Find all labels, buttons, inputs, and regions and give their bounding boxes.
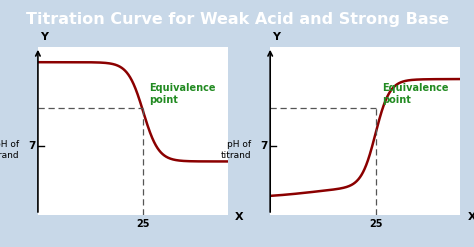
- Text: pH of
titrand: pH of titrand: [220, 140, 251, 160]
- Text: Equivalence
point: Equivalence point: [150, 82, 216, 105]
- Text: X: X: [467, 212, 474, 222]
- Text: Y: Y: [272, 32, 280, 42]
- Text: 25: 25: [137, 219, 150, 229]
- Text: 25: 25: [369, 219, 382, 229]
- Text: Titration Curve for Weak Acid and Strong Base: Titration Curve for Weak Acid and Strong…: [26, 12, 448, 27]
- Text: X: X: [235, 212, 244, 222]
- Text: 7: 7: [28, 141, 36, 151]
- Text: Equivalence
point: Equivalence point: [382, 82, 448, 105]
- Text: 7: 7: [261, 141, 268, 151]
- Text: Y: Y: [40, 32, 48, 42]
- Text: pH of
titrand: pH of titrand: [0, 140, 19, 160]
